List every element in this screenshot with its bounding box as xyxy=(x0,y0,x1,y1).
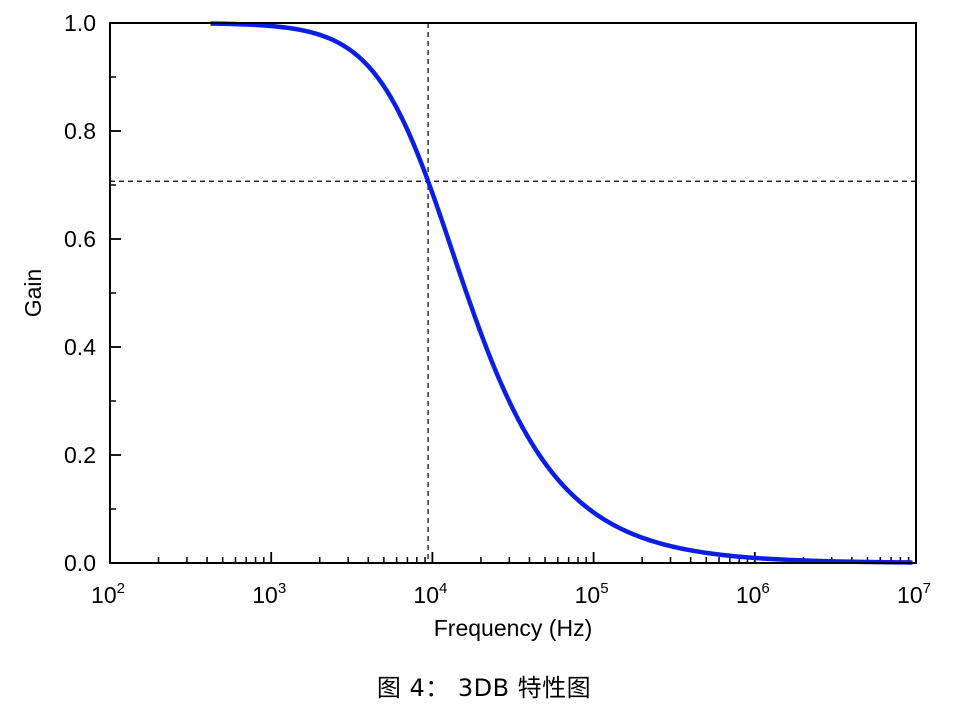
y-tick-label: 1.0 xyxy=(64,10,96,36)
y-tick-label: 0.0 xyxy=(64,550,96,576)
y-axis-title: Gain xyxy=(20,269,46,318)
x-tick-label: 102 xyxy=(91,580,125,608)
gain-curve xyxy=(210,21,913,565)
figure-caption: 图 4： 3DB 特性图 xyxy=(376,674,592,702)
y-tick-label: 0.8 xyxy=(64,118,96,144)
gain-frequency-chart: 0.0 0.2 0.4 0.6 0.8 1.0 102 103 104 105 106 107 Ga… xyxy=(20,10,931,641)
x-tick-label: 107 xyxy=(897,580,931,608)
x-tick-label: 105 xyxy=(575,580,609,608)
axis-major-ticks xyxy=(109,22,917,564)
x-axis-title: Frequency (Hz) xyxy=(434,615,592,641)
plot-frame xyxy=(109,22,917,564)
y-tick-label: 0.4 xyxy=(64,334,96,360)
y-tick-labels: 0.0 0.2 0.4 0.6 0.8 1.0 xyxy=(64,10,96,576)
y-tick-label: 0.6 xyxy=(64,226,96,252)
y-tick-label: 0.2 xyxy=(64,442,96,468)
x-tick-labels: 102 103 104 105 106 107 xyxy=(91,580,931,608)
x-tick-label: 103 xyxy=(252,580,286,608)
x-tick-label: 104 xyxy=(413,580,447,608)
reference-dashed-lines xyxy=(110,23,916,563)
axis-minor-ticks xyxy=(110,76,910,563)
x-tick-label: 106 xyxy=(736,580,770,608)
